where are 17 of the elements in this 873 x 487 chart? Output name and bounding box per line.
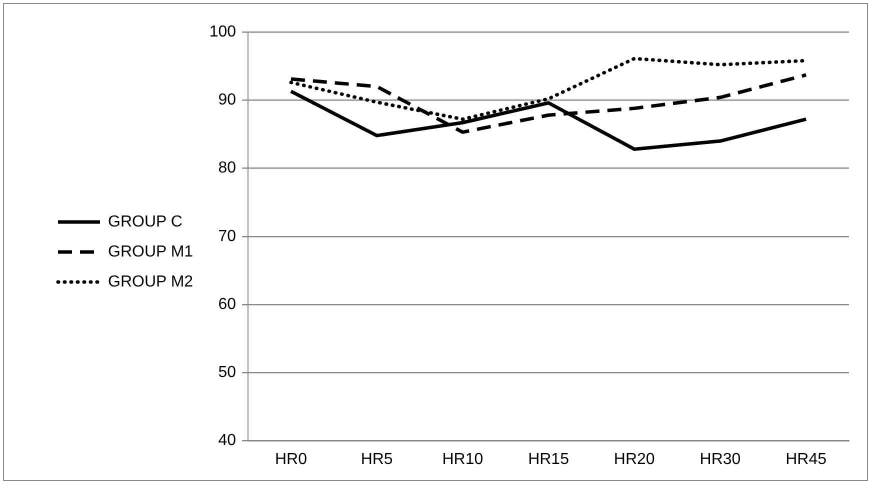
legend-label: GROUP C [108, 213, 182, 230]
y-tick-label: 90 [218, 92, 236, 109]
x-tick-label: HR45 [786, 450, 827, 468]
y-tick-label: 60 [218, 296, 236, 313]
legend-label: GROUP M2 [108, 273, 194, 290]
legend-label: GROUP M1 [108, 243, 194, 260]
x-tick-label: HR20 [614, 450, 655, 468]
y-tick-label: 50 [218, 364, 236, 382]
y-tick-label: 100 [209, 23, 236, 40]
x-tick-label: HR30 [700, 450, 741, 468]
x-tick-label: HR0 [274, 450, 308, 468]
x-tick-label: HR10 [442, 450, 484, 468]
x-tick-label: HR15 [528, 450, 570, 468]
y-tick-label: 80 [218, 160, 236, 177]
x-tick-label: HR5 [360, 450, 393, 468]
y-tick-label: 70 [218, 228, 236, 245]
y-tick-label: 40 [218, 432, 236, 450]
